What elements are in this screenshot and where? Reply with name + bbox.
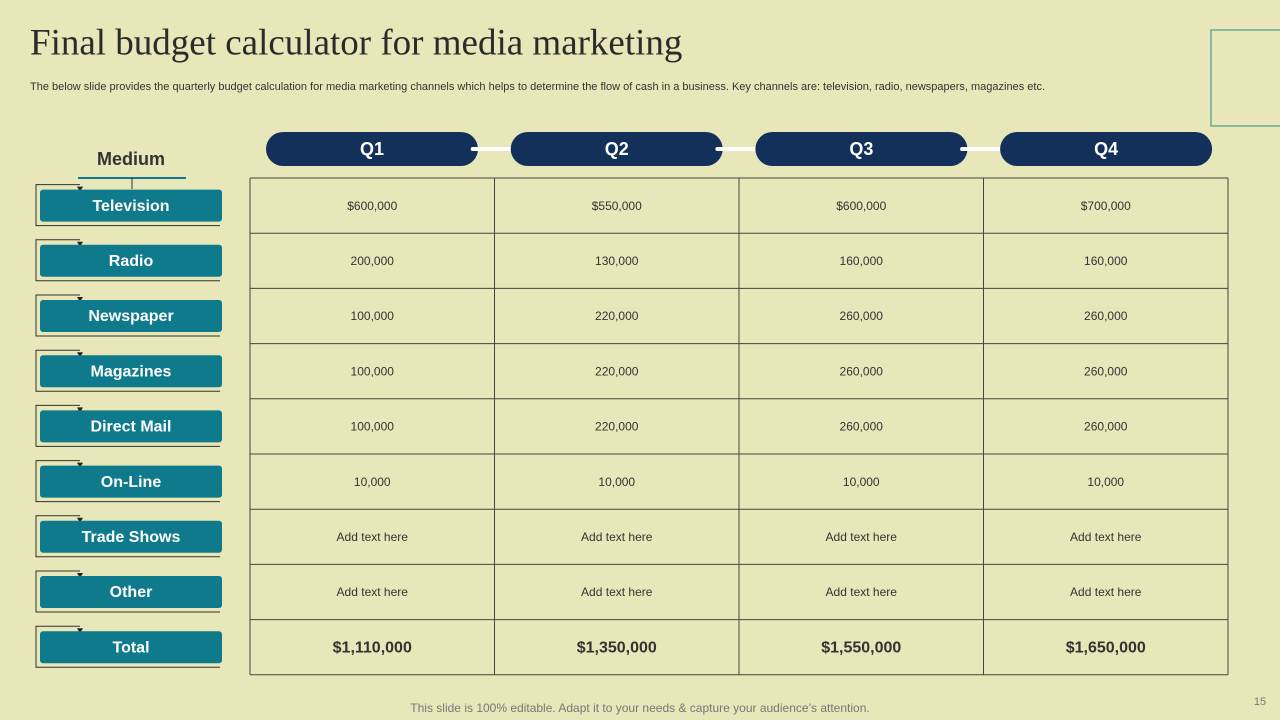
table-cell: 100,000 — [351, 420, 395, 434]
quarter-pill — [266, 132, 478, 166]
row-label: Television — [92, 198, 169, 215]
corner-box — [1210, 29, 1280, 127]
table-cell: 10,000 — [843, 475, 880, 489]
row-arrow — [77, 407, 83, 413]
table-cell: Add text here — [826, 530, 898, 544]
page-number: 15 — [1254, 696, 1266, 708]
row-arrow — [77, 241, 83, 247]
row-label: Direct Mail — [91, 419, 172, 436]
table-cell: 260,000 — [1084, 309, 1128, 323]
row-button — [40, 631, 222, 664]
quarter-pill — [755, 132, 968, 166]
row-label: Magazines — [91, 363, 172, 380]
table-cell: Add text here — [337, 585, 409, 599]
quarter-label: Q4 — [1094, 139, 1118, 159]
medium-label: Medium — [97, 149, 165, 169]
footer: This slide is 100% editable. Adapt it to… — [410, 701, 869, 715]
table-cell: $550,000 — [592, 199, 642, 213]
row-label: Newspaper — [88, 308, 173, 325]
quarter-label: Q1 — [360, 139, 384, 159]
table-cell: Add text here — [826, 585, 898, 599]
row-bracket — [35, 184, 220, 227]
table-cell: 100,000 — [351, 364, 395, 378]
table-cell: $600,000 — [836, 199, 886, 213]
row-button — [40, 465, 222, 498]
table-cell: 260,000 — [840, 309, 884, 323]
row-arrow — [77, 573, 83, 578]
table-cell: 10,000 — [598, 475, 635, 489]
row-label: Trade Shows — [82, 529, 181, 546]
table-cell: 160,000 — [1084, 254, 1128, 268]
table-cell: 260,000 — [1084, 420, 1128, 434]
table-cell: 200,000 — [351, 254, 395, 268]
row-label: Radio — [109, 253, 154, 270]
table-cell: $600,000 — [347, 199, 397, 213]
table-cell: $1,350,000 — [577, 639, 657, 656]
table-cell: 100,000 — [351, 309, 395, 323]
row-arrow — [77, 462, 83, 468]
row-button — [40, 244, 222, 277]
row-button — [40, 189, 222, 222]
row-arrow — [77, 517, 83, 523]
table-cell: Add text here — [1070, 530, 1142, 544]
quarter-label: Q2 — [605, 139, 629, 159]
row-bracket — [35, 570, 220, 613]
quarter-pill — [510, 132, 723, 166]
table-cell: 260,000 — [1084, 364, 1128, 378]
row-arrow — [77, 628, 83, 634]
subtitle: The below slide provides the quarterly b… — [30, 81, 1045, 93]
row-label: On-Line — [101, 474, 162, 491]
row-button — [40, 576, 222, 608]
row-bracket — [35, 515, 220, 558]
table-cell: Add text here — [1070, 585, 1142, 599]
table-cell: Add text here — [337, 530, 409, 544]
row-arrow — [77, 352, 83, 358]
row-arrow — [77, 297, 83, 302]
table-cell: $1,550,000 — [821, 639, 901, 656]
table-cell: 220,000 — [595, 309, 639, 323]
row-label: Total — [112, 639, 149, 656]
row-button — [40, 355, 222, 388]
row-bracket — [35, 625, 220, 668]
title: Final budget calculator for media market… — [30, 22, 682, 63]
row-bracket — [35, 460, 220, 503]
table-cell: 260,000 — [840, 420, 884, 434]
table-cell: 160,000 — [840, 254, 884, 268]
table-cell: $700,000 — [1081, 199, 1131, 213]
quarter-pill — [1000, 132, 1213, 166]
table-cell: 130,000 — [595, 254, 639, 268]
table-cell: 10,000 — [1087, 475, 1124, 489]
table-cell: 260,000 — [840, 364, 884, 378]
table-cell: 220,000 — [595, 420, 639, 434]
table-cell: 10,000 — [354, 475, 391, 489]
row-bracket — [35, 349, 220, 392]
row-bracket — [35, 404, 220, 447]
table-cell: 220,000 — [595, 364, 639, 378]
row-arrow — [77, 186, 83, 192]
row-button — [40, 410, 222, 443]
table-cell: Add text here — [581, 530, 653, 544]
row-label: Other — [110, 584, 153, 601]
table-cell: $1,110,000 — [333, 639, 412, 656]
table-cell: $1,650,000 — [1066, 639, 1146, 656]
row-button — [40, 520, 222, 553]
row-button — [40, 300, 222, 332]
row-bracket — [35, 294, 220, 337]
row-bracket — [35, 239, 220, 282]
quarter-label: Q3 — [849, 139, 873, 159]
table-cell: Add text here — [581, 585, 653, 599]
